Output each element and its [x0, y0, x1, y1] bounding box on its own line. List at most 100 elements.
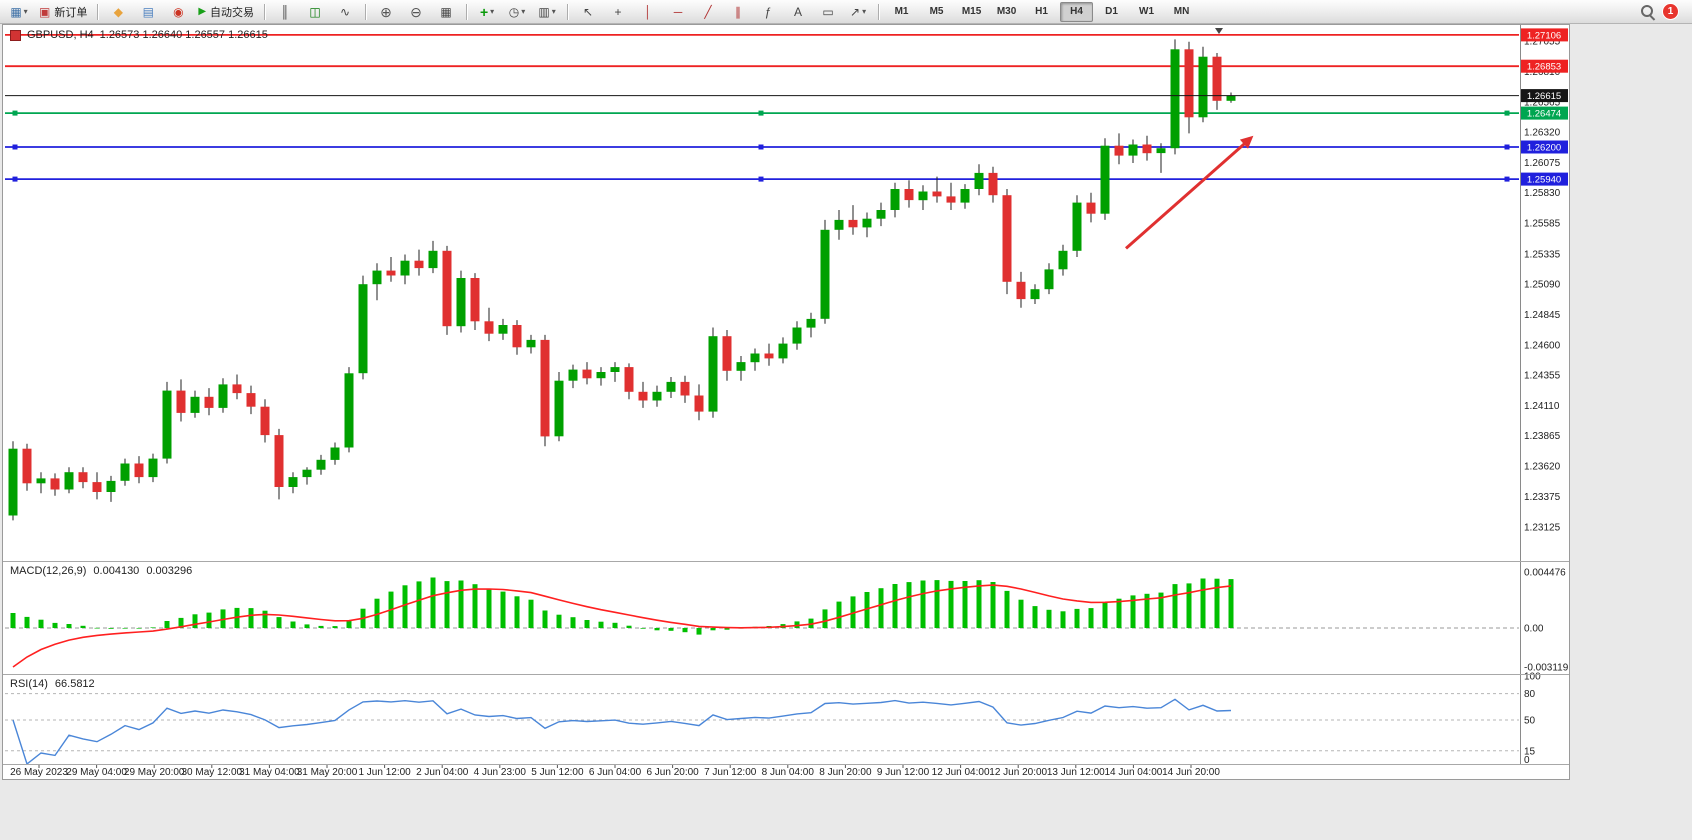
hline-handle[interactable] — [758, 110, 764, 116]
cursor-icon: ↖ — [583, 4, 594, 19]
trend-arrow-line[interactable] — [1125, 137, 1252, 250]
time-axis-label: 12 Jun 04:00 — [932, 767, 990, 778]
price-axis-label: 1.25090 — [1524, 280, 1561, 291]
time-axis-label: 13 Jun 12:00 — [1047, 767, 1105, 778]
price-tag-label: 1.26474 — [1527, 109, 1561, 120]
timeframe-d1-button[interactable]: D1 — [1105, 6, 1118, 17]
cursor-button[interactable]: ↖ — [574, 1, 602, 23]
templates-button[interactable]: ▥ ▾ — [533, 1, 561, 23]
line-chart-button[interactable]: ∿ — [331, 1, 359, 23]
timeframe-mn-button[interactable]: MN — [1173, 6, 1190, 17]
arrow-annotation[interactable] — [1125, 135, 1254, 250]
hline-handle[interactable] — [12, 176, 18, 182]
clock-icon: ◷ — [508, 4, 520, 19]
price-tag — [1521, 140, 1568, 154]
macd-histogram-bar — [374, 598, 380, 628]
current-price-line — [5, 28, 1519, 97]
price-tag — [1521, 106, 1568, 120]
bear-candle — [484, 321, 494, 334]
zoom-out-icon: ⊖ — [410, 3, 422, 20]
bear-candle — [988, 172, 998, 196]
hline-handle[interactable] — [12, 144, 18, 150]
metaeditor-button[interactable]: ◆ — [104, 1, 132, 23]
market-button[interactable]: ▤ — [134, 1, 162, 23]
macd-histogram-bar — [1018, 599, 1024, 628]
market-icon: ▤ — [142, 4, 155, 19]
hline-handle[interactable] — [1504, 176, 1510, 182]
line-icon: ∿ — [340, 4, 351, 19]
bull-candle — [498, 325, 508, 334]
hline-handle[interactable] — [1504, 144, 1510, 150]
bull-candle — [358, 284, 368, 374]
community-button[interactable]: ◉ — [164, 1, 192, 23]
timeframe-m15-button[interactable]: M15 — [961, 6, 982, 17]
price-axis-label: 1.24110 — [1524, 401, 1560, 412]
macd-histogram-bar — [920, 580, 926, 628]
macd-histogram-bar — [822, 609, 828, 628]
vline-icon: │ — [644, 4, 652, 19]
search-icon[interactable] — [1640, 4, 1656, 21]
bull-candle — [890, 189, 900, 210]
macd-histogram-bar — [514, 596, 520, 628]
price-axis[interactable]: 1.270551.268101.265651.263201.260751.258… — [1520, 25, 1569, 766]
rsi-line — [12, 698, 1232, 766]
hline-handle[interactable] — [758, 144, 764, 150]
toolbar-separator — [466, 3, 468, 20]
channel-button[interactable]: ∥ — [724, 1, 752, 23]
bull-candle — [834, 219, 844, 230]
macd-histogram-bar — [122, 628, 128, 629]
timeframe-m30-button[interactable]: M30 — [996, 6, 1017, 17]
macd-histogram-bar — [1214, 578, 1220, 628]
bar-chart-button[interactable]: ║ — [271, 1, 299, 23]
zoom-in-button[interactable]: ⊕ — [372, 1, 400, 23]
rsi-axis-label: 80 — [1524, 689, 1536, 700]
zoom-out-button[interactable]: ⊖ — [402, 1, 430, 23]
horizontal-line-objects[interactable] — [5, 33, 1519, 182]
price-axis-label: 1.23620 — [1524, 462, 1561, 473]
hline-handle[interactable] — [12, 110, 18, 116]
bear-candle — [204, 396, 214, 408]
timeframe-m1-button[interactable]: M1 — [894, 6, 909, 17]
fibonacci-button[interactable]: ƒ — [754, 1, 782, 23]
timeframe-m5-button[interactable]: M5 — [929, 6, 944, 17]
candle-chart-button[interactable]: ◫ — [301, 1, 329, 23]
timeframe-w1-button[interactable]: W1 — [1139, 6, 1155, 17]
indicators-button[interactable]: + ▾ — [473, 1, 501, 23]
horizontal-line-button[interactable]: ─ — [664, 1, 692, 23]
bear-candle — [92, 482, 102, 492]
symbol-period-label: GBPUSD, H4 — [27, 29, 94, 41]
macd-histogram-bar — [878, 588, 884, 628]
tile-windows-button[interactable]: ▦ — [432, 1, 460, 23]
timeframe-h1-button[interactable]: H1 — [1035, 6, 1048, 17]
rsi-axis-label: 0 — [1524, 755, 1530, 766]
macd-histogram-bar — [1200, 578, 1206, 628]
periods-button[interactable]: ◷ ▾ — [503, 1, 531, 23]
arrows-button[interactable]: ↗ ▾ — [844, 1, 872, 23]
text-button[interactable]: A — [784, 1, 812, 23]
hline-handle[interactable] — [1504, 110, 1510, 116]
macd-axis-label: 0.00 — [1524, 624, 1544, 635]
label-button[interactable]: ▭ — [814, 1, 842, 23]
new-order-button[interactable]: ▣ 新订单 — [35, 1, 91, 23]
macd-histogram-bar — [276, 617, 282, 628]
notification-badge[interactable]: 1 — [1663, 4, 1678, 19]
bear-candle — [848, 219, 858, 228]
crosshair-button[interactable]: + — [604, 1, 632, 23]
vertical-line-button[interactable]: │ — [634, 1, 662, 23]
zoom-in-icon: ⊕ — [380, 3, 392, 20]
globe-icon: ◉ — [173, 4, 184, 19]
bull-candle — [372, 270, 382, 285]
bull-candle — [792, 327, 802, 344]
macd-histogram-bar — [556, 614, 562, 628]
timeframe-h4-button[interactable]: H4 — [1060, 1, 1094, 22]
chart-shift-marker[interactable] — [1215, 28, 1223, 34]
auto-trading-button[interactable]: ▶ 自动交易 — [194, 1, 258, 23]
bull-candle — [526, 339, 536, 348]
macd-histogram-bar — [1144, 593, 1150, 628]
bull-candle — [1226, 95, 1236, 101]
hline-handle[interactable] — [758, 176, 764, 182]
new-chart-button[interactable]: ▦ ▾ — [5, 1, 33, 23]
trendline-button[interactable]: ╱ — [694, 1, 722, 23]
trend-arrow-head[interactable] — [1239, 135, 1254, 149]
